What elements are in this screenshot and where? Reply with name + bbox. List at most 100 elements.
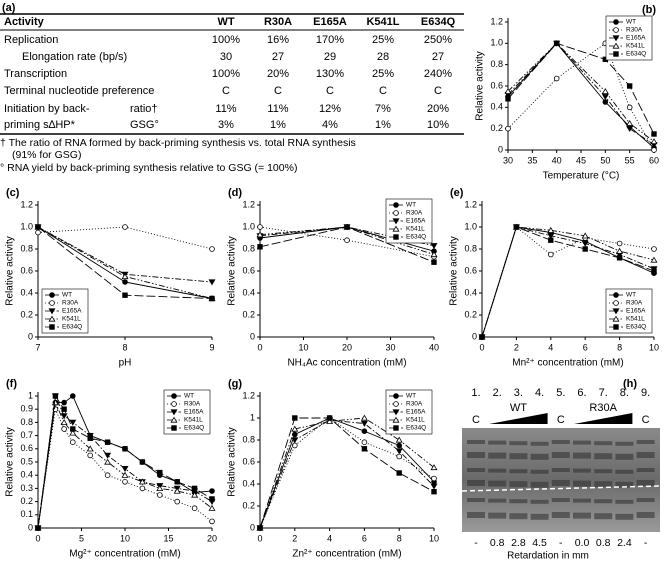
y-tick-label: 0 xyxy=(250,331,255,341)
data-point xyxy=(505,96,511,102)
y-tick-label: 0.8 xyxy=(490,59,503,69)
data-point xyxy=(430,483,438,490)
control-label: C xyxy=(472,414,480,426)
gel-band xyxy=(509,441,528,446)
legend-marker xyxy=(613,27,619,33)
data-point xyxy=(122,478,128,485)
gel-band xyxy=(488,468,507,473)
lane-number: 2. xyxy=(493,387,502,399)
data-point xyxy=(35,525,41,531)
legend-marker xyxy=(49,300,55,306)
gel-band xyxy=(467,480,485,486)
gel-band xyxy=(636,480,655,486)
panel-label: (f) xyxy=(6,378,17,390)
data-point xyxy=(191,485,198,492)
table-cell: 20% xyxy=(427,103,449,115)
x-tick-label: 20 xyxy=(342,342,352,352)
y-axis-label: Relative activity xyxy=(5,236,16,305)
x-tick-label: 0 xyxy=(257,342,262,352)
gel-band xyxy=(530,513,549,520)
data-point xyxy=(122,446,128,452)
legend-label: R30A xyxy=(62,300,79,307)
data-point xyxy=(191,505,198,512)
data-point xyxy=(601,87,609,94)
data-point xyxy=(104,452,112,459)
group-label: R30A xyxy=(589,402,617,414)
legend-label: K541L xyxy=(406,226,425,233)
lane-number: 9. xyxy=(641,387,650,399)
gel-band xyxy=(594,441,613,446)
legend-marker xyxy=(171,393,177,399)
legend-marker xyxy=(49,292,55,298)
table-cell: 3% xyxy=(218,119,234,131)
table-cell: 27 xyxy=(272,51,284,63)
data-point xyxy=(553,75,560,82)
legend-label: K541L xyxy=(62,316,81,323)
table-header: Activity xyxy=(4,16,45,28)
gel-band xyxy=(488,498,507,503)
lane-number: 4. xyxy=(535,387,544,399)
data-point xyxy=(104,439,111,445)
reference-line xyxy=(461,485,661,492)
series-line xyxy=(481,226,655,338)
gel-band xyxy=(467,498,485,502)
row-label: Replication xyxy=(4,34,58,46)
table-cell: 29 xyxy=(324,51,336,63)
table-cell: 11% xyxy=(267,103,288,115)
table-header: E165A xyxy=(313,16,347,28)
data-point xyxy=(582,246,588,252)
y-tick-label: 1.2 xyxy=(20,199,33,209)
table-cell: 100% xyxy=(212,34,240,46)
line-chart: (f)00.10.20.30.40.50.60.70.80.910 5 10 15 20… xyxy=(5,378,217,560)
gel-band xyxy=(636,468,655,472)
data-point xyxy=(344,224,350,230)
table-cell: 240% xyxy=(424,68,452,80)
table-cell: 25% xyxy=(372,34,394,46)
x-tick-label: 8 xyxy=(397,533,402,543)
gradient-wedge xyxy=(574,413,633,424)
gel-band xyxy=(551,452,570,458)
gel-band xyxy=(509,513,528,520)
row-label: priming s∆HP* xyxy=(4,119,76,131)
gel-band xyxy=(488,452,507,459)
y-tick-label: 0.2 xyxy=(242,500,255,510)
y-tick-label: 0.8 xyxy=(464,243,477,253)
panel-label: (d) xyxy=(228,187,242,199)
data-point xyxy=(602,99,609,105)
legend-label: E634Q xyxy=(184,425,204,432)
data-point xyxy=(156,485,164,491)
legend-marker xyxy=(393,393,399,399)
legend-marker xyxy=(392,409,400,416)
x-tick-label: 8 xyxy=(617,342,622,352)
y-tick-label: 0.6 xyxy=(490,80,503,90)
data-point xyxy=(581,240,589,247)
retardation-value: - xyxy=(644,537,648,549)
data-point xyxy=(292,415,298,421)
data-point xyxy=(547,226,555,233)
legend-label: E165A xyxy=(62,308,82,315)
data-point xyxy=(395,436,403,443)
legend-label: WT xyxy=(62,292,72,299)
legend-marker xyxy=(170,416,178,423)
legend-marker xyxy=(49,324,55,330)
gradient-wedge xyxy=(489,413,548,424)
legend-marker xyxy=(171,401,177,407)
retardation-value: - xyxy=(474,537,478,549)
x-tick-label: 10 xyxy=(120,533,130,543)
gel-band xyxy=(615,453,634,460)
table-cell: C xyxy=(379,85,387,97)
data-point xyxy=(174,479,180,485)
legend-label: K541L xyxy=(626,43,645,50)
gel-band xyxy=(488,440,507,445)
legend-label: R30A xyxy=(184,401,201,408)
y-axis-label: Relative activity xyxy=(227,427,238,496)
data-point xyxy=(60,413,68,420)
legend-label: WT xyxy=(406,202,416,209)
x-axis-label: Zn²⁺ concentration (mM) xyxy=(292,549,401,560)
gel-band xyxy=(509,469,528,474)
x-tick-label: 2 xyxy=(514,342,519,352)
lane-number: 8. xyxy=(620,387,629,399)
gel-band xyxy=(551,468,570,472)
x-tick-label: 55 xyxy=(625,155,635,165)
